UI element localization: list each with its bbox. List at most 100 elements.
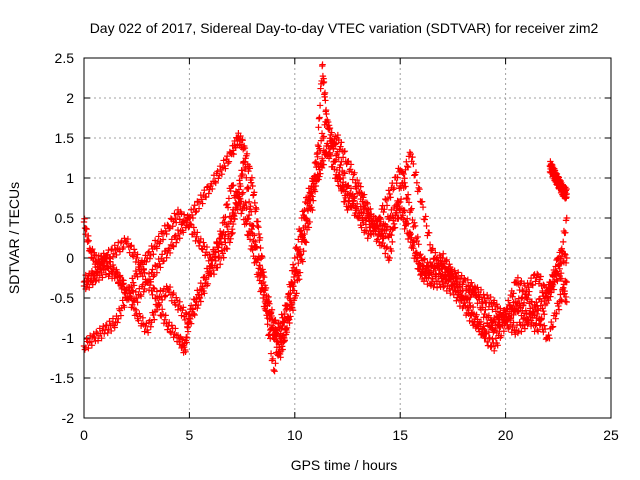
- data-point-trace-d: [409, 242, 416, 250]
- data-point-trace-d: [546, 288, 553, 295]
- data-point-trace-c: [181, 316, 189, 324]
- data-point-trace-b: [88, 342, 96, 349]
- data-point-trace-a: [249, 182, 256, 190]
- data-point-trace-a: [157, 264, 164, 271]
- data-point-trace-b: [91, 334, 98, 342]
- data-point-trace-b: [265, 293, 272, 301]
- data-point-trace-d: [243, 220, 250, 227]
- data-point-trace-b: [85, 344, 92, 352]
- data-point-trace-a: [89, 245, 96, 253]
- data-point-trace-b: [473, 311, 480, 318]
- data-point-trace-b: [476, 321, 484, 328]
- data-point-trace-c: [510, 319, 517, 326]
- data-point-trace-c: [338, 139, 345, 146]
- data-point-trace-d: [290, 273, 298, 281]
- data-point-trace-d: [236, 195, 243, 202]
- data-point-trace-d: [144, 329, 152, 336]
- data-point-trace-c: [229, 220, 237, 228]
- data-point-trace-c: [447, 276, 454, 283]
- data-point-trace-b: [93, 328, 100, 336]
- data-point-trace-d: [162, 312, 169, 319]
- data-point-trace-b: [562, 277, 569, 285]
- data-point-trace-b: [404, 195, 411, 203]
- data-point-trace-d: [221, 219, 228, 226]
- y-tick-label: 2.5: [55, 50, 75, 66]
- data-point-trace-c: [412, 169, 420, 176]
- data-point-trace-d: [165, 322, 172, 330]
- data-point-trace-b: [465, 306, 472, 314]
- data-point-trace-d: [299, 234, 306, 241]
- data-point-trace-c: [506, 316, 514, 324]
- data-point-trace-b: [552, 315, 559, 322]
- data-point-trace-b: [283, 328, 291, 336]
- data-point-trace-d: [139, 314, 147, 321]
- data-point-trace-a: [440, 283, 447, 291]
- data-point-trace-a: [165, 245, 173, 252]
- data-point-trace-a: [188, 211, 196, 219]
- data-point-trace-a: [254, 218, 262, 225]
- data-point-trace-d: [289, 283, 297, 290]
- data-point-trace-d: [296, 245, 304, 253]
- y-tick-label: 1: [66, 170, 74, 186]
- data-point-trace-a: [214, 168, 221, 175]
- data-point-trace-c: [317, 170, 324, 177]
- data-point-trace-d: [217, 230, 225, 238]
- data-point-trace-d: [288, 278, 295, 286]
- data-point-trace-d: [537, 273, 544, 280]
- data-point-trace-b: [108, 327, 115, 335]
- data-point-trace-c: [269, 355, 277, 363]
- data-point-trace-d: [185, 319, 192, 327]
- data-point-trace-a: [198, 196, 205, 203]
- data-point-trace-b: [268, 306, 276, 313]
- data-point-trace-d: [311, 178, 319, 185]
- data-point-trace-d: [342, 194, 349, 202]
- data-point-trace-c: [344, 158, 351, 166]
- data-point-trace-c: [124, 235, 132, 243]
- data-point-trace-d: [425, 267, 433, 274]
- data-point-trace-c: [562, 293, 570, 301]
- data-point-trace-c: [534, 305, 542, 313]
- data-point-trace-d: [334, 175, 342, 183]
- data-point-trace-d: [214, 240, 221, 247]
- data-point-trace-d: [344, 206, 351, 214]
- data-point-trace-a: [255, 224, 262, 231]
- data-point-trace-b: [387, 194, 394, 201]
- data-point-trace-c: [389, 238, 396, 246]
- data-point-trace-c: [251, 232, 258, 239]
- data-point-trace-d: [113, 268, 120, 275]
- data-point-trace-d: [368, 218, 376, 225]
- data-point-trace-b: [200, 239, 207, 246]
- data-point-trace-a: [341, 170, 349, 177]
- data-point-trace-d: [286, 295, 293, 302]
- data-point-trace-d: [248, 242, 255, 250]
- data-point-trace-d: [218, 231, 226, 239]
- data-point-trace-c: [524, 321, 531, 328]
- data-point-trace-a: [218, 170, 226, 178]
- data-point-trace-c: [226, 239, 234, 246]
- data-point-trace-d: [489, 319, 496, 327]
- data-point-trace-c: [468, 279, 475, 286]
- data-point-trace-b: [339, 179, 347, 186]
- data-point-trace-d: [371, 224, 378, 231]
- data-point-trace-d: [413, 249, 421, 257]
- data-point-trace-d: [434, 262, 442, 269]
- data-point-trace-d: [312, 174, 320, 182]
- data-point-trace-c: [170, 289, 177, 297]
- data-point-trace-a: [211, 178, 219, 185]
- data-point-trace-c: [493, 301, 501, 308]
- data-point-trace-b: [146, 255, 154, 262]
- data-point-trace-d: [183, 334, 191, 341]
- data-point-trace-c: [454, 269, 462, 276]
- data-point-trace-a: [209, 185, 216, 193]
- data-point-trace-a: [134, 299, 141, 306]
- data-point-trace-c: [130, 246, 138, 253]
- data-point-trace-c: [129, 253, 137, 260]
- data-point-trace-b: [420, 256, 428, 263]
- data-point-trace-d: [209, 262, 216, 269]
- data-point-trace-d: [184, 328, 192, 335]
- data-point-trace-d: [156, 301, 163, 309]
- data-point-trace-c: [422, 213, 429, 220]
- data-point-trace-d: [418, 275, 426, 283]
- data-point-trace-c: [351, 169, 358, 177]
- data-point-trace-b: [145, 248, 153, 255]
